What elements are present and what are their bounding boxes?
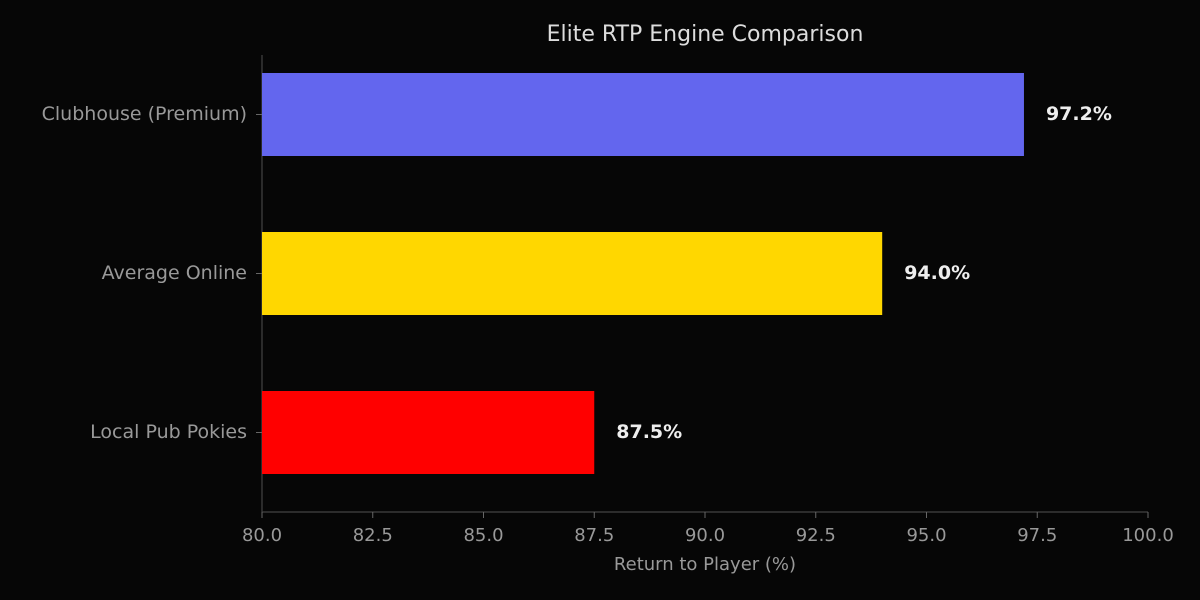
x-tick-label: 80.0	[242, 525, 282, 546]
chart-title: Elite RTP Engine Comparison	[547, 22, 864, 47]
bar	[262, 73, 1024, 156]
x-tick-label: 92.5	[796, 525, 836, 546]
bar	[262, 391, 595, 474]
x-tick-label: 87.5	[574, 525, 614, 546]
y-tick-label: Local Pub Pokies	[90, 421, 247, 443]
x-axis-label: Return to Player (%)	[614, 554, 796, 575]
value-label: 94.0%	[904, 262, 970, 284]
x-tick-label: 95.0	[906, 525, 946, 546]
y-tick-label: Clubhouse (Premium)	[42, 103, 247, 125]
x-tick-label: 85.0	[463, 525, 503, 546]
value-label: 87.5%	[616, 421, 682, 443]
x-tick-label: 100.0	[1122, 525, 1174, 546]
x-tick-label: 82.5	[353, 525, 393, 546]
value-label: 97.2%	[1046, 103, 1112, 125]
bar	[262, 232, 883, 315]
y-tick-label: Average Online	[102, 262, 247, 284]
x-tick-label: 90.0	[685, 525, 725, 546]
x-tick-label: 97.5	[1017, 525, 1057, 546]
